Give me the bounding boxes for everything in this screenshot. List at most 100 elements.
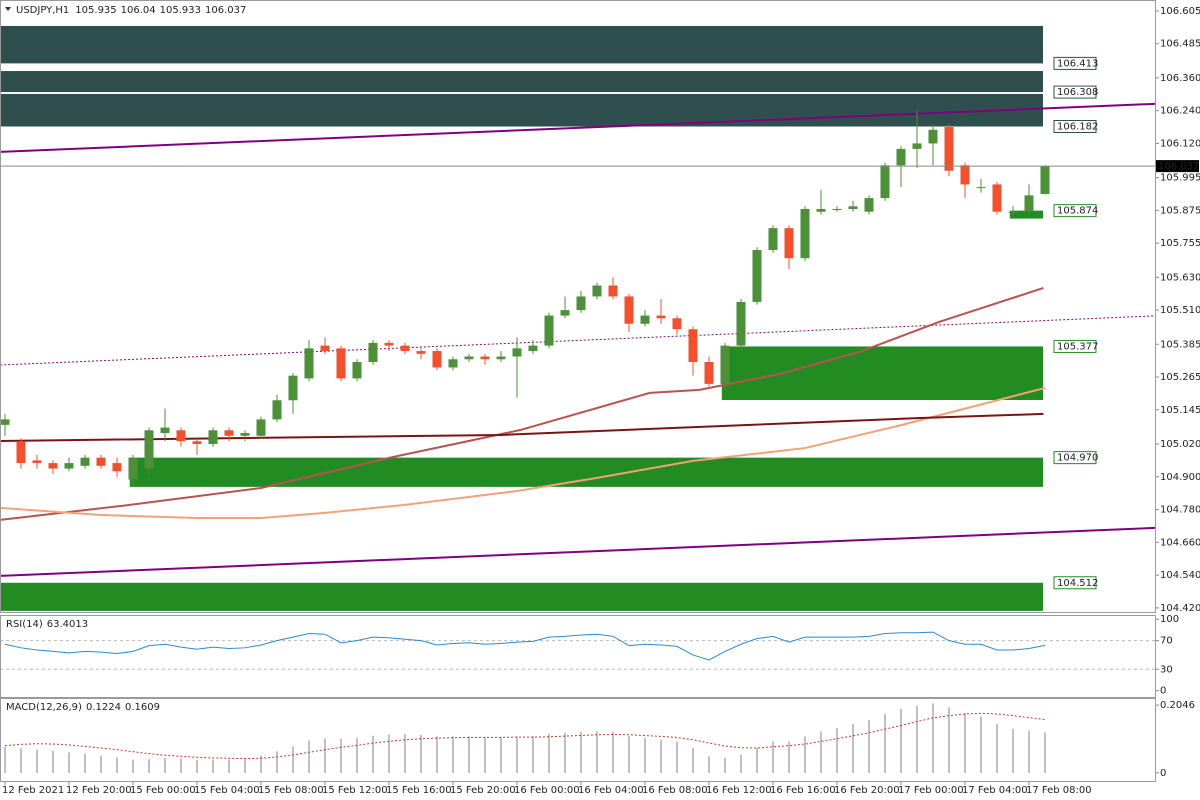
histogram-bar (804, 736, 806, 773)
zone (0, 25, 1044, 64)
macd-value: 0.1224 (86, 702, 121, 713)
zone-label-box (1053, 451, 1097, 465)
histogram-bar (852, 723, 854, 773)
zone-label-box (1053, 119, 1097, 133)
x-tick-label: 15 Feb 00:00 (130, 785, 196, 796)
histogram-bar (484, 737, 486, 773)
candle-body (416, 351, 426, 354)
histogram-bar (436, 736, 438, 773)
histogram-bar (340, 738, 342, 773)
x-tick-label: 12 Feb 20:00 (66, 785, 132, 796)
y-tick-label: 104.540 (1160, 570, 1200, 581)
signal-value: 0.1609 (125, 702, 160, 713)
candle-body (192, 441, 202, 444)
y-tick-label: 105.265 (1160, 372, 1200, 383)
y-tick-label: 105.995 (1160, 173, 1200, 184)
histogram-bar (756, 748, 758, 773)
histogram-bar (564, 732, 566, 773)
y-tick-label: 0 (1160, 768, 1166, 779)
x-tick-label: 17 Feb 08:00 (1026, 785, 1092, 796)
x-tick-label: 17 Feb 00:00 (898, 785, 964, 796)
candle-body (512, 348, 522, 357)
indicator-line (0, 102, 1155, 153)
y-tick-label: 105.385 (1160, 339, 1200, 350)
histogram-bar (68, 752, 70, 773)
x-tick-label: 16 Feb 00:00 (514, 785, 580, 796)
candle-body (768, 228, 778, 250)
candle-body (16, 441, 26, 464)
histogram-bar (532, 736, 534, 773)
histogram-bar (884, 713, 886, 773)
y-tick-label: 105.020 (1160, 439, 1200, 450)
histogram-bar (788, 741, 790, 773)
candle-body (608, 285, 618, 297)
rsi-title: RSI(14) (6, 619, 43, 630)
candle-body (704, 362, 714, 384)
zone (129, 457, 1044, 487)
candle-body (720, 345, 730, 384)
overlay: 106.605 106.485 106.360 106.240 106.120 105.9… (2, 6, 1200, 796)
high-value: 106.04 (121, 5, 156, 16)
rsi-panel (0, 631, 1155, 670)
candle-body (256, 419, 266, 436)
histogram-bar (212, 759, 214, 773)
y-tick-label: 104.780 (1160, 505, 1200, 516)
candle-body (800, 209, 810, 259)
low-value: 105.933 (160, 5, 201, 16)
candle-body (128, 457, 138, 480)
y-tick-label: 106.240 (1160, 106, 1200, 117)
histogram-bar (1028, 730, 1030, 773)
histogram-bar (996, 723, 998, 773)
histogram-bar (404, 734, 406, 773)
zone-label: 104.970 (1057, 453, 1098, 464)
histogram-bar (916, 705, 918, 773)
y-tick-label: 104.900 (1160, 472, 1200, 483)
zone-label: 105.377 (1057, 341, 1098, 352)
candle-body (144, 430, 154, 469)
y-tick-label: 106.120 (1160, 138, 1200, 149)
zone-label: 106.413 (1057, 58, 1098, 69)
candle-body (240, 433, 250, 436)
histogram-bar (4, 747, 6, 773)
zone-label: 106.182 (1057, 121, 1098, 132)
y-tick-label: 0 (1160, 686, 1166, 697)
candle-body (928, 129, 938, 144)
candle-body (432, 351, 442, 368)
y-tick-label: 105.755 (1160, 238, 1200, 249)
candle-body (544, 315, 554, 346)
histogram-bar (292, 746, 294, 773)
symbol: USDJPY,H1 (16, 5, 69, 16)
candle-body (32, 460, 42, 464)
candle-body (976, 187, 986, 189)
histogram-bar (580, 731, 582, 773)
chart-header: USDJPY,H1 105.935 106.04 105.933 106.037 (16, 5, 246, 16)
candle-body (864, 198, 874, 212)
indicator-line (0, 412, 1044, 442)
y-tick-label: 106.605 (1160, 6, 1200, 17)
histogram-bar (868, 719, 870, 773)
candle-body (480, 356, 490, 360)
menu-arrow[interactable] (5, 7, 11, 11)
zone-label-box (1053, 576, 1097, 590)
candle-body (656, 315, 666, 319)
y-tick-label: 106.485 (1160, 39, 1200, 50)
y-tick-label: 106.360 (1160, 73, 1200, 84)
histogram-bar (52, 750, 54, 773)
x-tick-label: 15 Feb 16:00 (386, 785, 452, 796)
y-tick-label: 70 (1160, 636, 1173, 647)
histogram-bar (20, 748, 22, 773)
rsi-header: RSI(14) 63.4013 (6, 619, 88, 630)
zone-label-box (1053, 339, 1097, 353)
candle-body (64, 463, 74, 469)
x-tick-label: 12 Feb 2021 (2, 785, 64, 796)
histogram-bar (324, 738, 326, 773)
candle-body (1024, 195, 1034, 212)
histogram-bar (36, 749, 38, 773)
candle-body (816, 209, 826, 212)
histogram-bar (516, 736, 518, 773)
histogram-bar (228, 759, 230, 773)
histogram-bar (244, 758, 246, 773)
x-tick-label: 16 Feb 12:00 (706, 785, 772, 796)
candle-body (400, 345, 410, 352)
